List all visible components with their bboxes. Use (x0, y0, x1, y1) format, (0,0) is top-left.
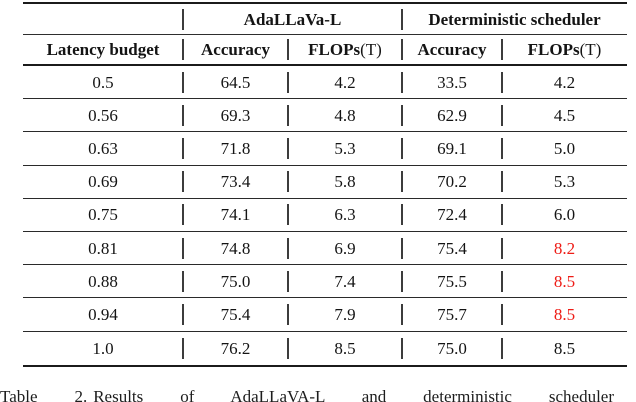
table-cell: 75.7 (401, 298, 502, 330)
table-cell: 6.0 (501, 199, 627, 231)
table-row: 0.63 71.8 5.3 69.1 5.0 (23, 132, 627, 166)
column-header-flops-det: FLOPs (T) (501, 35, 627, 64)
table-cell: 33.5 (401, 66, 502, 98)
group-header-row: AdaLLaVa-L Deterministic scheduler (23, 4, 627, 35)
table-cell: 5.3 (287, 132, 402, 164)
table-cell: 72.4 (401, 199, 502, 231)
table-cell: 0.69 (88, 172, 118, 192)
caption-text: Results of AdaLLaVA-L and deterministic … (93, 387, 614, 402)
table-cell: 4.2 (501, 66, 627, 98)
table-body: 0.5 64.5 4.2 33.5 4.2 0.56 69.3 4.8 62.9 4.5 0.63 7… (23, 66, 627, 365)
table-cell: 6.9 (287, 232, 402, 264)
table-cell: 8.2 (501, 232, 627, 264)
table-cell: 0.75 (88, 205, 118, 225)
table-cell: 6.3 (287, 199, 402, 231)
table-cell: 5.3 (501, 166, 627, 198)
table-cell: 7.4 (287, 265, 402, 297)
table-cell: 75.4 (182, 298, 288, 330)
caption-label: Table 2. (0, 387, 88, 402)
table-cell: 0.5 (92, 72, 114, 92)
table-cell: 76.2 (182, 332, 288, 365)
table-cell: 0.94 (88, 304, 118, 324)
table-cell: 0.63 (88, 138, 118, 158)
group-header-label: AdaLLaVa-L (243, 9, 342, 29)
table-cell: 8.5 (501, 265, 627, 297)
column-header-label: Accuracy (201, 40, 270, 59)
table-row: 0.56 69.3 4.8 62.9 4.5 (23, 99, 627, 133)
group-header-adallava: AdaLLaVa-L (182, 4, 402, 34)
column-header-latency-budget: Latency budget (23, 35, 183, 64)
group-header-deterministic: Deterministic scheduler (401, 4, 627, 34)
table-cell: 62.9 (401, 99, 502, 131)
table-cell: 4.8 (287, 99, 402, 131)
table-cell: 0.56 (88, 105, 118, 125)
table-cell: 71.8 (182, 132, 288, 164)
table-row: 0.5 64.5 4.2 33.5 4.2 (23, 66, 627, 100)
table-cell: 7.9 (287, 298, 402, 330)
table-cell: 8.5 (501, 298, 627, 330)
table-cell: 69.3 (182, 99, 288, 131)
table-cell: 4.2 (287, 66, 402, 98)
results-table: AdaLLaVa-L Deterministic scheduler Laten… (23, 2, 627, 367)
table-caption: Table 2. Results of AdaLLaVA-L and determ… (0, 386, 614, 402)
table-cell: 5.0 (501, 132, 627, 164)
table-cell: 74.1 (182, 199, 288, 231)
table-cell: 1.0 (92, 338, 114, 358)
table-cell: 73.4 (182, 166, 288, 198)
column-header-suffix: (T) (579, 40, 602, 59)
table-cell: 70.2 (401, 166, 502, 198)
table-row: 0.81 74.8 6.9 75.4 8.2 (23, 232, 627, 266)
column-header-label: FLOPs (527, 40, 580, 59)
table-cell: 4.5 (501, 99, 627, 131)
table-cell: 64.5 (182, 66, 288, 98)
table-row: 1.0 76.2 8.5 75.0 8.5 (23, 332, 627, 365)
column-header-flops-ada: FLOPs (T) (287, 35, 402, 64)
group-header-label: Deterministic scheduler (428, 9, 601, 29)
table-row: 0.94 75.4 7.9 75.7 8.5 (23, 298, 627, 332)
table-cell: 0.88 (88, 271, 118, 291)
table-cell: 75.5 (401, 265, 502, 297)
table-cell: 5.8 (287, 166, 402, 198)
column-header-row: Latency budget Accuracy FLOPs (T) Accura… (23, 35, 627, 66)
table-cell: 75.0 (182, 265, 288, 297)
column-header-suffix: (T) (360, 40, 382, 59)
table-cell: 74.8 (182, 232, 288, 264)
table-row: 0.75 74.1 6.3 72.4 6.0 (23, 199, 627, 232)
table-row: 0.88 75.0 7.4 75.5 8.5 (23, 265, 627, 299)
column-header-accuracy-ada: Accuracy (182, 35, 288, 64)
table-row: 0.69 73.4 5.8 70.2 5.3 (23, 166, 627, 199)
table-cell: 0.81 (88, 238, 118, 258)
column-header-accuracy-det: Accuracy (401, 35, 502, 64)
table-cell: 69.1 (401, 132, 502, 164)
column-header-label: Accuracy (417, 40, 487, 59)
table-cell: 8.5 (501, 332, 627, 365)
table-cell: 8.5 (287, 332, 402, 365)
table-cell: 75.4 (401, 232, 502, 264)
table-cell: 75.0 (401, 332, 502, 365)
column-header-label: FLOPs (308, 40, 361, 59)
column-header-label: Latency budget (46, 40, 160, 59)
empty-header-cell (23, 4, 183, 34)
